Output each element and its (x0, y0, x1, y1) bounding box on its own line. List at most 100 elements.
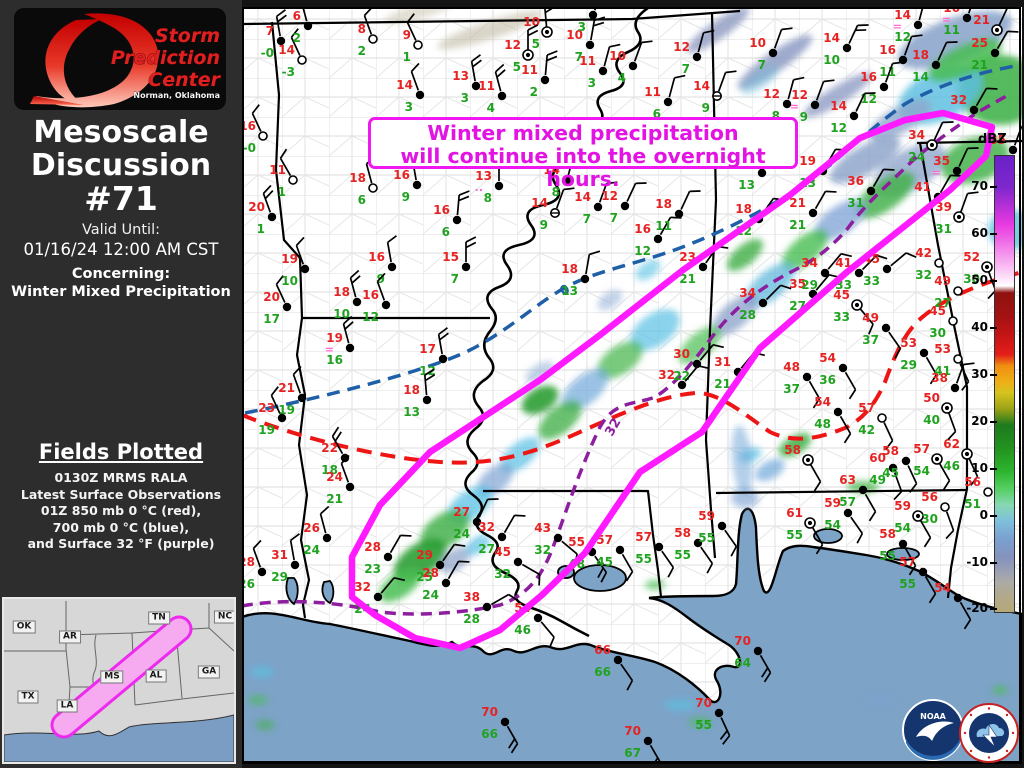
svg-text:10: 10 (749, 36, 766, 50)
svg-text:26: 26 (303, 521, 320, 535)
svg-text:21: 21 (973, 13, 990, 27)
station-plot: 14 10 (823, 24, 869, 67)
svg-text:70: 70 (734, 634, 751, 648)
spc-logo-location: Norman, Oklahoma (133, 91, 220, 100)
station-plot: 14 -3 (278, 28, 307, 79)
colorbar-tick-label: -10 (966, 555, 988, 569)
station-plot: 111 (269, 148, 298, 199)
svg-text:14: 14 (396, 78, 413, 92)
svg-text:12: 12 (601, 189, 618, 203)
station-plot: 11 2 (521, 50, 558, 99)
svg-text:5: 5 (513, 60, 521, 74)
svg-text:40: 40 (923, 413, 940, 427)
fields-line-5: and Surface 32 °F (purple) (27, 536, 215, 551)
svg-text:3: 3 (588, 76, 596, 90)
svg-text:=: = (325, 343, 334, 356)
station-plot: 24 21 (326, 454, 355, 506)
svg-text:10: 10 (333, 307, 350, 321)
station-plot: 13 3 (452, 54, 482, 105)
station-plot: 16 9 (393, 153, 423, 204)
colorbar-title: dBZ (978, 132, 1007, 147)
svg-text:-3: -3 (282, 65, 295, 79)
nws-lightning-icon (982, 724, 998, 748)
fields-line-3: 01Z 850 mb 0 °C (red), (40, 503, 202, 518)
svg-text:4: 4 (618, 71, 626, 85)
svg-text:36: 36 (847, 174, 864, 188)
svg-text:-0: -0 (261, 46, 274, 60)
colorbar-tick-label: 60 (971, 226, 988, 240)
svg-text:20: 20 (248, 200, 265, 214)
mcd-polygon (348, 109, 996, 652)
svg-text:41: 41 (934, 364, 951, 378)
inset-map: OK AR TN NC TX LA MS AL GA (2, 597, 236, 764)
svg-text:28: 28 (739, 308, 756, 322)
svg-text:32: 32 (534, 543, 551, 557)
svg-text:24: 24 (908, 150, 925, 164)
svg-text:16: 16 (634, 222, 651, 236)
svg-text:43: 43 (534, 521, 551, 535)
station-plot: 12 9= (790, 79, 835, 124)
product-title-line2: Discussion (30, 148, 212, 183)
svg-text:18: 18 (655, 197, 672, 211)
station-plot: 56 30 (921, 490, 955, 540)
concerning-value: Winter Mixed Precipitation (11, 284, 231, 300)
colorbar-tick-label: 10 (971, 461, 988, 475)
svg-text:24: 24 (422, 588, 439, 602)
svg-text:50: 50 (923, 391, 940, 405)
svg-text:51: 51 (964, 497, 981, 511)
svg-text:70: 70 (624, 724, 641, 738)
svg-text:58: 58 (882, 444, 899, 458)
svg-text:19: 19 (326, 331, 343, 345)
noaa-logo-text: NOAA (920, 712, 946, 721)
station-plot: 58 55 (879, 527, 917, 576)
svg-text:23: 23 (258, 401, 275, 415)
svg-text:55: 55 (786, 528, 803, 542)
station-plot: 70 55 (695, 696, 731, 745)
colorbar-tick-label: 50 (971, 273, 988, 287)
svg-text:61: 61 (786, 506, 803, 520)
svg-text:7: 7 (682, 62, 690, 76)
svg-text:27: 27 (453, 505, 470, 519)
station-plot: 19 16= (325, 315, 355, 367)
svg-text:64: 64 (734, 656, 751, 670)
station-plot: 21 (973, 7, 1019, 36)
svg-text:10: 10 (281, 274, 298, 288)
banner-line2: will continue into the overnight hours. (400, 144, 766, 191)
station-plot: 57 54 (913, 442, 951, 491)
svg-text:45: 45 (929, 304, 946, 318)
svg-text:49: 49 (869, 473, 886, 487)
svg-text:18: 18 (735, 202, 752, 216)
station-plot: 66 66 (594, 643, 634, 691)
svg-text:55: 55 (674, 548, 691, 562)
colorbar-tick-mark (990, 608, 997, 610)
map-frame (242, 7, 1021, 763)
colorbar-tick-mark (990, 233, 997, 235)
station-plot: 12 7 (601, 182, 647, 225)
svg-text:35: 35 (789, 277, 806, 291)
svg-text:57: 57 (899, 555, 916, 569)
svg-text:57: 57 (596, 533, 613, 547)
station-plot: 82 (358, 7, 378, 58)
svg-text:14: 14 (823, 31, 840, 45)
station-plot: 20 1 (248, 184, 277, 236)
svg-text:13: 13 (738, 178, 755, 192)
spc-swoosh-tail (30, 96, 84, 105)
discussion-banner: Winter mixed precipitation will continue… (368, 117, 798, 191)
inset-state-label-ok: OK (12, 620, 36, 634)
svg-text:21: 21 (326, 492, 343, 506)
station-plot: 18 6 (349, 155, 378, 207)
station-plot: 34 24 (908, 121, 954, 164)
svg-text:32: 32 (478, 520, 495, 534)
svg-text:66: 66 (594, 665, 611, 679)
product-title-line1: Mesoscale (33, 115, 209, 150)
station-plot: 53 29 (900, 336, 938, 385)
svg-text:54: 54 (934, 581, 951, 595)
station-plot: 38 28 (463, 590, 519, 626)
svg-text:21: 21 (789, 218, 806, 232)
svg-text:2: 2 (358, 44, 366, 58)
svg-text:22: 22 (321, 441, 338, 455)
svg-text:1: 1 (403, 50, 411, 64)
